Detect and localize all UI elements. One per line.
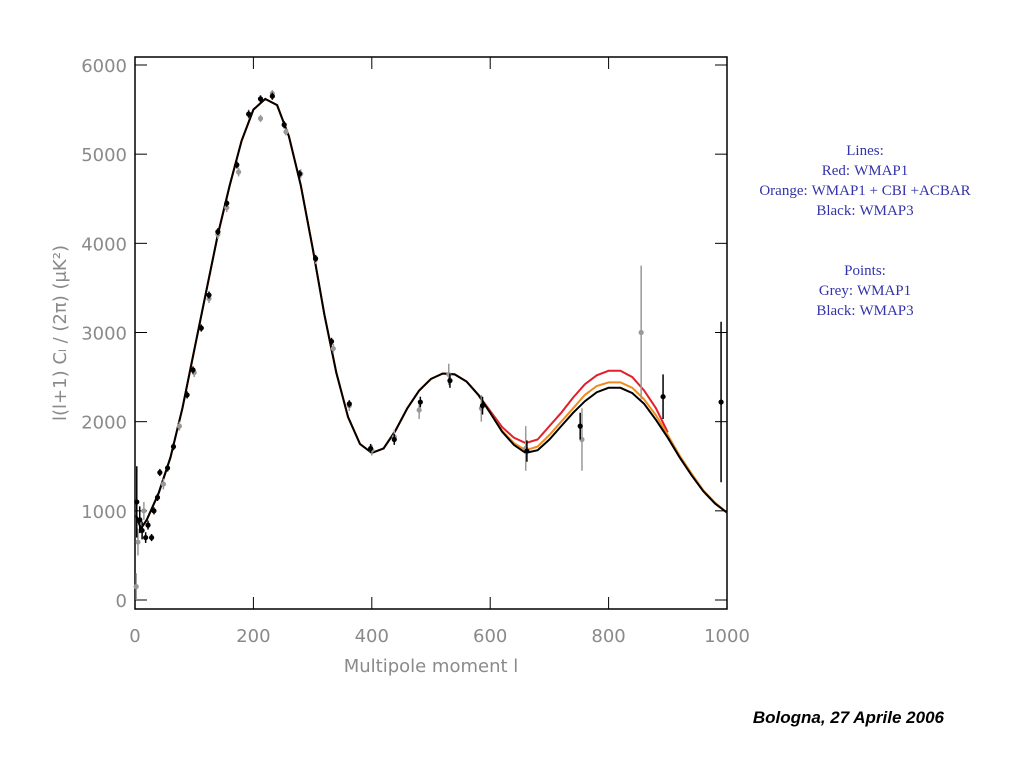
data-point [246, 111, 252, 117]
legend-name: WMAP3 [859, 203, 913, 219]
data-point [236, 169, 242, 175]
x-tick-label: 1000 [704, 626, 750, 647]
y-tick-label: 3000 [81, 324, 127, 345]
data-point [151, 508, 157, 514]
data-point [346, 401, 352, 407]
data-point [257, 115, 264, 122]
data-point [143, 534, 149, 541]
y-tick-label: 2000 [81, 413, 127, 434]
data-point [157, 469, 163, 476]
data-point [577, 423, 583, 429]
data-point [224, 205, 230, 211]
x-tick-label: 800 [591, 626, 625, 647]
y-axis-label: l(l+1) Cₗ / (2π) (μK²) [50, 245, 71, 421]
data-point [234, 162, 240, 168]
data-point [215, 229, 221, 235]
data-point [479, 403, 486, 409]
data-point [660, 394, 666, 400]
data-point [718, 399, 724, 405]
legend-name: WMAP1 [854, 163, 908, 179]
data-point [417, 399, 423, 405]
data-point [141, 508, 147, 514]
legend-heading: Points: [844, 263, 886, 279]
legend-name: WMAP1 [857, 283, 911, 299]
legend-entry: Orange: WMAP1 + CBI +ACBAR [759, 183, 970, 199]
x-tick-label: 600 [473, 626, 507, 647]
legend-key: Black: [816, 203, 855, 219]
data-point [137, 517, 143, 523]
data-point [145, 522, 151, 528]
data-point [391, 436, 397, 443]
legend-entry: Black: WMAP3 [816, 303, 913, 319]
data-point [330, 345, 336, 352]
footer: Bologna, 27 Aprile 2006 [753, 708, 945, 727]
legend-name: WMAP1 + CBI +ACBAR [812, 183, 971, 199]
data-point [283, 129, 289, 135]
data-point [257, 96, 264, 102]
data-point [133, 584, 139, 590]
y-tick-label: 4000 [81, 234, 127, 255]
legend-key: Grey: [819, 283, 853, 299]
data-point [148, 534, 155, 541]
data-point [184, 392, 190, 398]
data-point [328, 338, 335, 345]
y-tick-label: 6000 [81, 56, 127, 77]
plot-frame [134, 56, 728, 610]
x-tick-label: 400 [355, 626, 389, 647]
legend-name: WMAP3 [859, 303, 913, 319]
data-point [224, 200, 230, 206]
data-point [269, 93, 275, 99]
data-point [296, 171, 303, 177]
data-point [170, 444, 177, 450]
data-point [206, 292, 212, 298]
data-point [447, 378, 453, 384]
data-point [190, 367, 196, 373]
data-point [135, 539, 141, 545]
line [135, 97, 728, 531]
y-tick-label: 5000 [81, 145, 127, 166]
data-point [134, 499, 140, 505]
x-tick-label: 0 [129, 626, 140, 647]
data-point [416, 407, 422, 413]
legend-key: Orange: [759, 183, 807, 199]
x-tick-label: 200 [236, 626, 270, 647]
y-tick-label: 1000 [81, 502, 127, 523]
data-point [281, 122, 287, 128]
data-point [524, 448, 530, 454]
legend-key: Red: [822, 163, 850, 179]
data-point [176, 423, 182, 429]
data-point [160, 481, 167, 487]
line [135, 97, 728, 531]
data-point [198, 325, 204, 331]
legend-key: Black: [816, 303, 855, 319]
legend-entry: Black: WMAP3 [816, 203, 913, 219]
x-axis-label: Multipole moment l [344, 656, 519, 677]
data-point [164, 465, 171, 471]
legend-entry: Red: WMAP1 [822, 163, 909, 179]
legend-entry: Grey: WMAP1 [819, 283, 911, 299]
data-point [312, 255, 319, 262]
legend-heading: Lines: [846, 143, 884, 159]
y-tick-label: 0 [116, 591, 127, 612]
data-point [368, 445, 374, 452]
data-point [139, 527, 145, 534]
line [135, 97, 669, 531]
data-point [638, 329, 644, 336]
data-point [154, 494, 161, 501]
